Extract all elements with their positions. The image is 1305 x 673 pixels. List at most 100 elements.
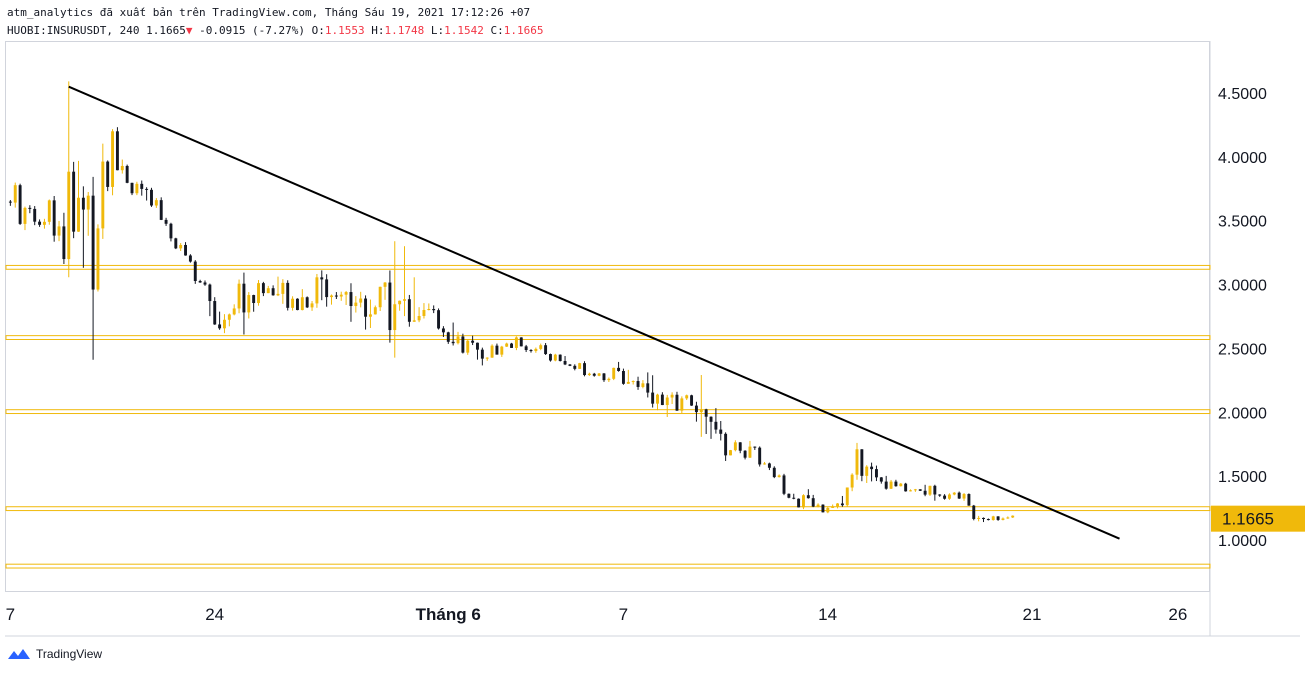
- candle-up: [899, 483, 903, 487]
- candle-up: [373, 307, 377, 315]
- price-axis[interactable]: 4.5000 4.0000 3.5000 3.0000 2.5000 2.0000 1.50…: [1218, 86, 1267, 550]
- candle-up: [393, 304, 397, 331]
- candle-down: [821, 504, 825, 513]
- candle-up: [456, 336, 460, 344]
- candle-up: [101, 161, 105, 229]
- candle-up: [777, 475, 781, 478]
- horizontal-level[interactable]: [5, 409, 1211, 415]
- candle-up: [514, 337, 518, 348]
- candle-down: [271, 288, 275, 296]
- candle-down: [130, 182, 134, 194]
- symbol-label[interactable]: HUOBI:INSURUSDT, 240: [7, 24, 140, 37]
- time-tick-label: 24: [205, 605, 224, 624]
- candle-down: [923, 490, 927, 495]
- last-price-tag: 1.1665: [1211, 505, 1305, 532]
- candle-up: [670, 394, 674, 398]
- candle-up: [232, 308, 236, 315]
- candle-up: [1006, 517, 1010, 519]
- candle-up: [816, 504, 820, 507]
- candle-up: [977, 517, 981, 519]
- candle-down: [28, 207, 32, 209]
- candle-up: [96, 228, 100, 290]
- down-arrow-icon: ▼: [185, 24, 193, 37]
- candle-down: [184, 244, 188, 256]
- candle-down: [432, 308, 436, 311]
- candlestick-series: [8, 81, 1015, 523]
- trendline[interactable]: [68, 85, 1120, 540]
- open-value: 1.1553: [324, 24, 365, 37]
- candle-up: [179, 244, 183, 249]
- candle-up: [836, 503, 839, 507]
- candle-down: [806, 495, 810, 499]
- price-change: -0.0915 (-7.27%): [199, 24, 306, 37]
- candle-up: [889, 481, 893, 489]
- candle-down: [407, 299, 411, 322]
- candle-up: [928, 485, 932, 495]
- candle-down: [743, 450, 747, 458]
- time-tick-label: 7: [6, 605, 15, 624]
- candle-down: [840, 503, 844, 506]
- horizontal-level[interactable]: [5, 335, 1211, 340]
- candle-up: [656, 394, 659, 404]
- last-price-tag-label: 1.1665: [1222, 510, 1274, 529]
- candle-down: [91, 195, 95, 290]
- trendline-layer[interactable]: [68, 85, 1120, 540]
- candle-down: [295, 298, 299, 311]
- candle-down: [188, 255, 192, 262]
- candle-up: [354, 302, 358, 307]
- support-resistance-levels: [5, 264, 1211, 569]
- candle-down: [62, 226, 66, 260]
- candle-down: [646, 383, 650, 393]
- candle-down: [81, 197, 85, 210]
- horizontal-level[interactable]: [5, 563, 1211, 569]
- tradingview-logo[interactable]: TradingView: [6, 646, 102, 662]
- candle-up: [42, 221, 46, 225]
- horizontal-level[interactable]: [5, 264, 1211, 270]
- candle-up: [281, 282, 285, 294]
- candle-down: [758, 447, 762, 465]
- time-axis[interactable]: 7 24 Tháng 6 7 14 21 26: [6, 605, 1188, 624]
- candle-down: [933, 485, 937, 495]
- candle-down: [709, 416, 713, 422]
- candle-down: [938, 494, 942, 496]
- candle-down: [660, 394, 664, 406]
- candle-down: [549, 354, 552, 361]
- candle-up: [266, 288, 270, 294]
- candle-down: [573, 365, 577, 369]
- candle-down: [140, 183, 144, 189]
- price-tick-label: 1.0000: [1218, 533, 1267, 550]
- candle-down: [106, 161, 110, 187]
- candle-down: [986, 519, 990, 521]
- candle-down: [636, 381, 640, 387]
- low-value: 1.1542: [444, 24, 484, 37]
- candle-down: [150, 189, 153, 206]
- candle-up: [845, 487, 849, 506]
- candle-down: [446, 332, 450, 342]
- candle-down: [169, 223, 173, 239]
- candle-down: [38, 221, 42, 225]
- candle-up: [23, 207, 27, 224]
- candle-down: [476, 342, 479, 350]
- candle-up: [223, 319, 226, 329]
- time-tick-label: 7: [619, 605, 628, 624]
- candle-up: [417, 315, 421, 321]
- close-label: C:: [490, 24, 504, 37]
- candle-up: [947, 494, 951, 499]
- horizontal-level[interactable]: [5, 506, 1211, 512]
- candle-down: [894, 481, 898, 487]
- candle-up: [485, 357, 489, 359]
- candle-down: [334, 295, 338, 297]
- candle-down: [519, 337, 523, 347]
- candle-down: [529, 350, 533, 352]
- candle-down: [797, 498, 801, 508]
- candle-down: [159, 200, 163, 220]
- candle-down: [471, 340, 475, 343]
- candle-down: [349, 292, 353, 307]
- price-tick-label: 2.0000: [1218, 405, 1267, 422]
- candle-down: [198, 281, 202, 283]
- candle-down: [621, 370, 625, 384]
- candle-up: [359, 298, 363, 303]
- candle-down: [602, 373, 606, 381]
- candle-down: [811, 498, 815, 507]
